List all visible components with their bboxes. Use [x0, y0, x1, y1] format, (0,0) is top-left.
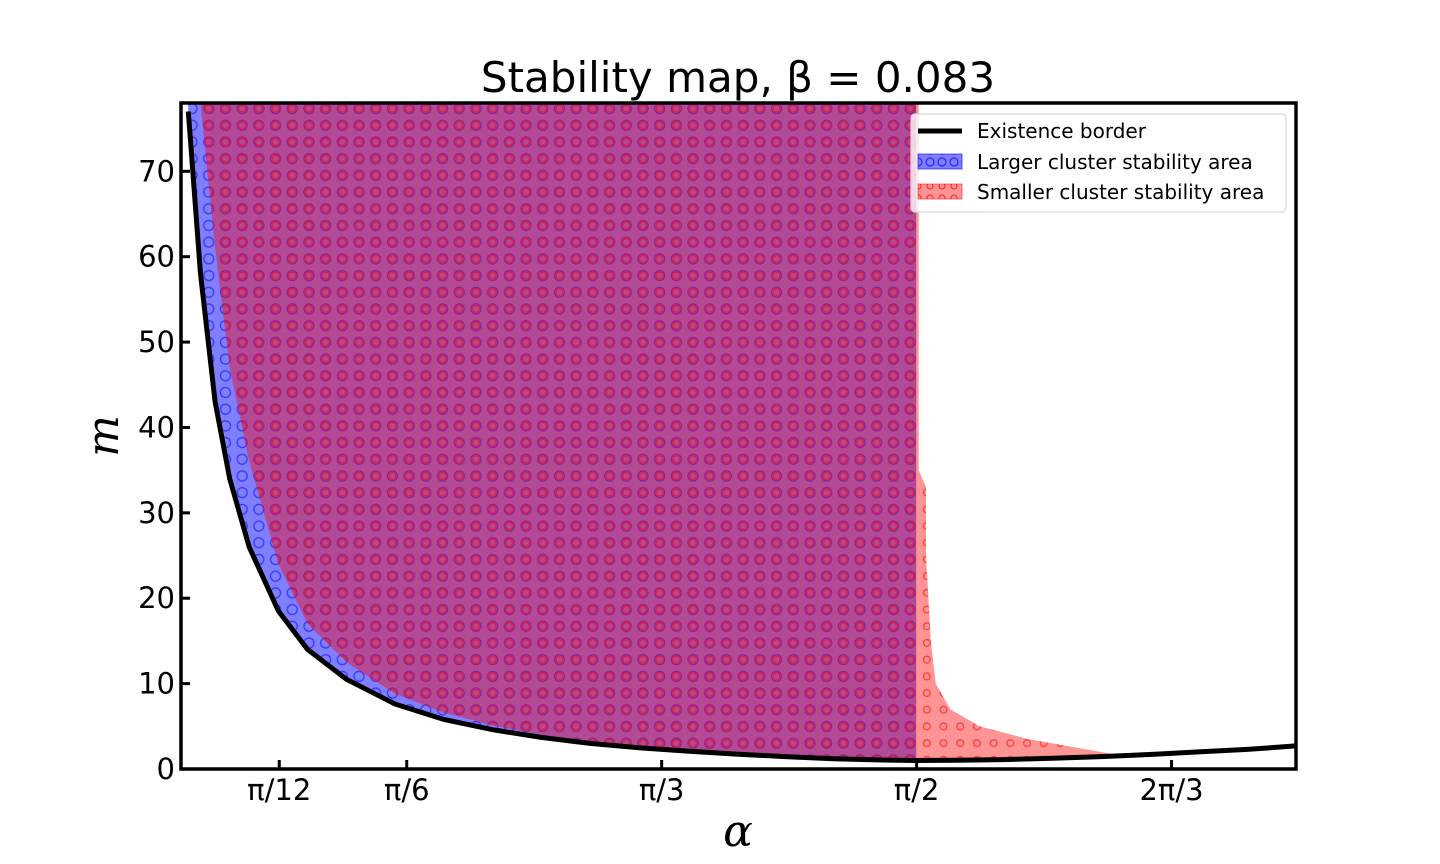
x-tick-label: π/6: [384, 773, 430, 807]
y-tick-label: 60: [138, 240, 175, 274]
x-tick-label: π/3: [639, 773, 685, 807]
y-tick-label: 40: [138, 410, 175, 444]
plot-frame: [179, 101, 1298, 771]
smaller-cluster-hatch: [200, 103, 1116, 761]
legend: Existence border Larger cluster stabilit…: [910, 113, 1287, 213]
y-tick-label: 0: [157, 752, 175, 786]
legend-box: [910, 113, 1287, 213]
x-tick-label: 2π/3: [1139, 773, 1203, 807]
legend-label-smaller-cluster: Smaller cluster stability area: [977, 180, 1264, 204]
x-tick-label: π/2: [894, 773, 940, 807]
plot-area: [185, 103, 1296, 764]
x-axis-label: α: [723, 806, 753, 857]
y-tick-label: 20: [138, 581, 175, 615]
y-tick-label: 70: [138, 154, 175, 188]
legend-label-existence-border: Existence border: [977, 119, 1147, 143]
legend-label-larger-cluster: Larger cluster stability area: [977, 150, 1253, 174]
legend-swatch-larger-cluster-hatch: [918, 154, 962, 169]
existence-border-line: [185, 111, 1296, 764]
chart-title: Stability map, β = 0.083: [481, 53, 995, 102]
y-tick-label: 30: [138, 496, 175, 530]
legend-swatch-smaller-cluster-hatch: [918, 184, 962, 199]
y-tick-label: 10: [138, 667, 175, 701]
y-axis-label: m: [78, 415, 129, 457]
y-axis-ticks: 0 10 20 30 40 50 60 70: [138, 154, 190, 786]
y-tick-label: 50: [138, 325, 175, 359]
x-tick-label: π/12: [247, 773, 311, 807]
x-axis-ticks: π/12 π/6 π/3 π/2 2π/3: [247, 760, 1204, 807]
